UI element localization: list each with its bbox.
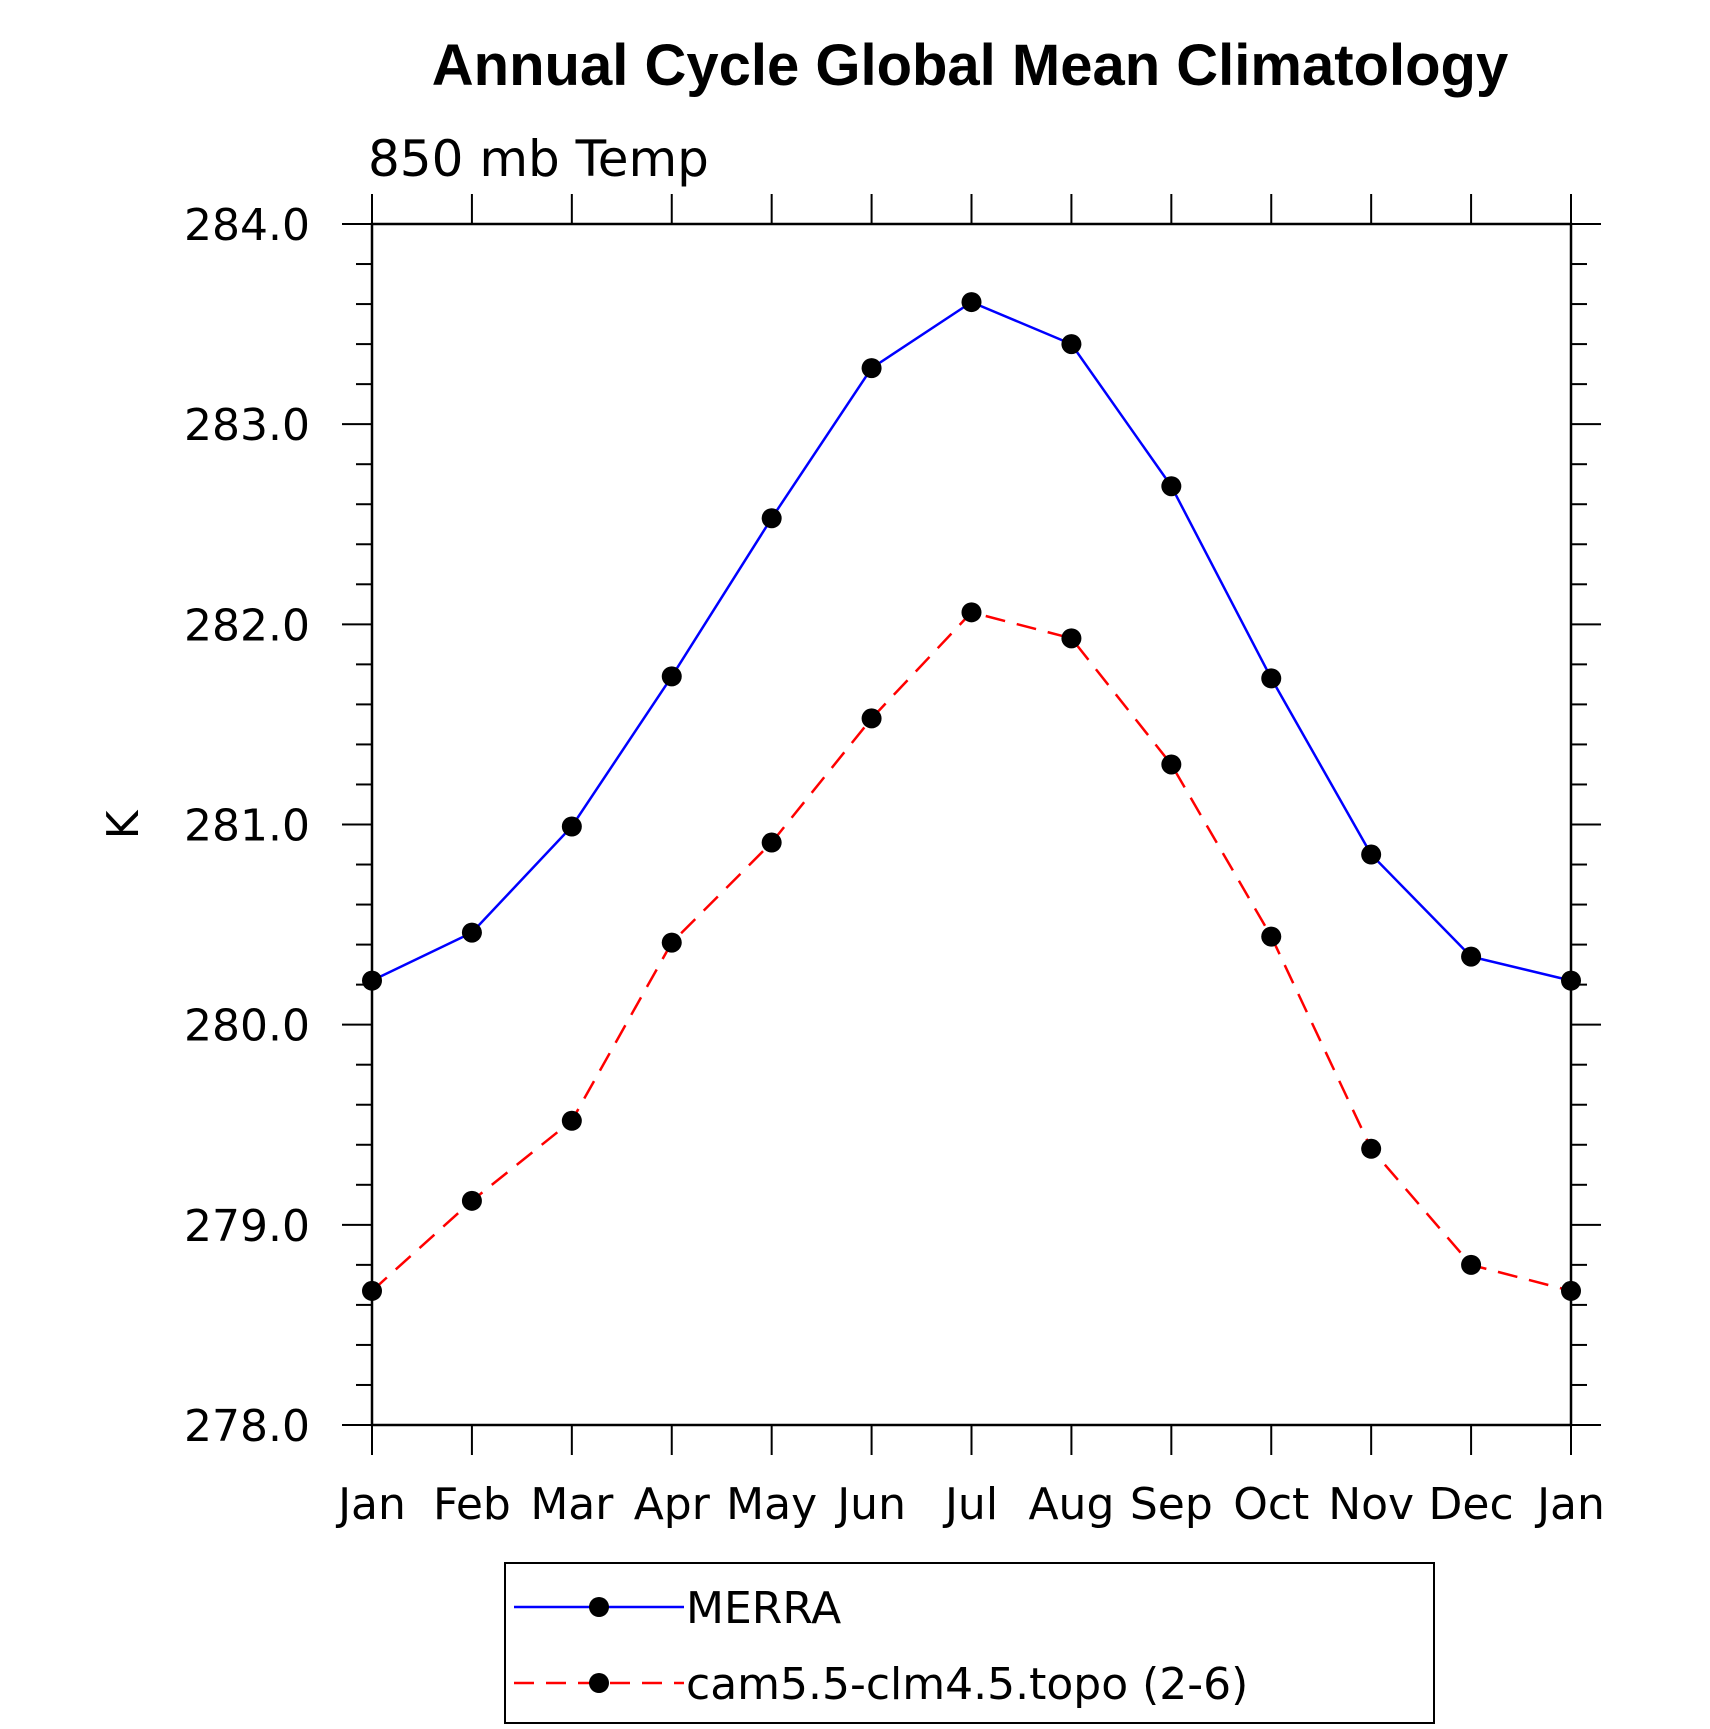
x-tick-label: Apr [634,1479,711,1530]
series-0-point [1261,668,1282,689]
series-1-point [1461,1254,1482,1275]
x-tick-label: Jul [942,1479,998,1530]
series-0-point [1161,476,1182,497]
series-0-point [1361,844,1382,865]
series-0-point [961,292,982,313]
plot-border [370,222,1573,1427]
x-tick-label: Oct [1233,1479,1309,1530]
y-tick-label: 283.0 [184,400,310,451]
x-tick-label: Feb [433,1479,511,1530]
x-tick-label: Sep [1130,1479,1213,1530]
series-0-point [861,358,882,379]
series-0-point [461,922,482,943]
legend-marker-cam [589,1673,609,1693]
series-1-point [961,602,982,623]
series-0-point [1561,970,1581,991]
series-1-point [761,832,782,853]
series-0-point [661,666,682,687]
y-tick-label: 282.0 [184,600,310,651]
series-line-1 [371,610,1572,1293]
x-tick-label: May [726,1479,817,1530]
y-axis-ticks: 278.0 279.0 280.0 281.0 282.0 283.0 284.0 [184,200,1601,1452]
chart-subtitle: 850 mb Temp [368,130,709,188]
series-1-point [1261,926,1282,947]
series-1-point [461,1190,482,1211]
series-1-point [1561,1280,1581,1301]
series-1-point [661,932,682,953]
series-0-point [1061,334,1082,355]
y-tick-label: 278.0 [184,1401,310,1452]
series-line-0 [371,300,1572,982]
series-1-point [1361,1138,1382,1159]
series-0-point [561,816,582,837]
series-1-point [1061,628,1082,649]
y-axis-label: K [98,809,149,839]
x-tick-label: Mar [530,1479,614,1530]
x-tick-label: Nov [1328,1479,1414,1530]
legend: MERRA cam5.5-clm4.5.topo (2-6) [504,1562,1435,1724]
series-1-point [1161,754,1182,775]
plot-frame [370,222,1573,1427]
series-0-point [761,508,782,529]
legend-label-merra: MERRA [686,1583,841,1634]
series-1-point [362,1280,382,1301]
legend-box [504,1562,1435,1724]
chart-title: Annual Cycle Global Mean Climatology [432,33,1508,98]
x-tick-label: Dec [1429,1479,1514,1530]
y-tick-label: 284.0 [184,200,310,251]
y-tick-label: 279.0 [184,1201,310,1252]
x-tick-label: Aug [1028,1479,1114,1530]
series-0-point [362,970,382,991]
series-1-point [861,708,882,729]
series-layer [362,292,1581,1301]
y-tick-label: 280.0 [184,1001,310,1052]
x-tick-label: Jan [1534,1479,1605,1530]
x-axis-ticks: Jan Feb Mar Apr May Jun Jul Aug Sep Oct Nov Dec Jan [335,194,1605,1530]
series-1-point [561,1110,582,1131]
x-tick-label: Jan [335,1479,406,1530]
legend-label-cam: cam5.5-clm4.5.topo (2-6) [686,1659,1248,1710]
legend-marker-merra [589,1597,609,1617]
x-tick-label: Jun [834,1479,906,1530]
y-tick-label: 281.0 [184,801,310,852]
series-0-point [1461,946,1482,967]
